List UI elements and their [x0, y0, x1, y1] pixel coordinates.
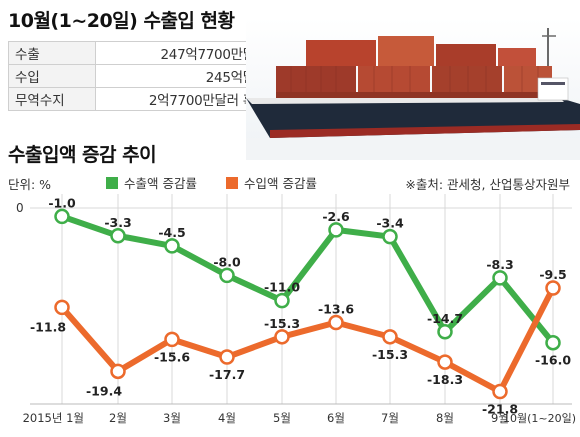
legend-swatch-import	[226, 176, 238, 189]
export-data-point	[219, 267, 235, 284]
export-data-point	[437, 324, 453, 340]
export-data-label: -4.5	[158, 225, 185, 240]
x-tick-label: 6월	[327, 411, 345, 425]
chart-title: 수출입액 증감 추이	[8, 144, 157, 166]
trade-summary-table: 수출 247억7700만달러 수입 245억달러 무역수지 2억7700만달러 …	[8, 41, 274, 111]
export-data-label: -2.6	[322, 209, 350, 224]
export-data-label: -8.0	[213, 254, 241, 269]
x-tick-label: 8월	[436, 411, 454, 425]
export-data-point	[54, 208, 70, 225]
export-data-label: -14.7	[427, 311, 463, 326]
table-row: 수출 247억7700만달러	[8, 41, 274, 65]
stat-label: 수출	[8, 41, 96, 65]
import-data-point	[492, 383, 508, 400]
x-tick-label: 9월	[491, 411, 509, 425]
import-data-point	[382, 329, 398, 345]
legend-swatch-export	[106, 176, 118, 189]
export-data-point	[110, 228, 126, 244]
source-note: ※출처: 관세청, 산업통상자원부	[405, 177, 570, 192]
import-data-point	[219, 349, 235, 365]
x-tick-label: 2015년 1월	[23, 411, 84, 425]
import-data-label: -9.5	[539, 267, 566, 282]
import-data-label: -11.8	[30, 319, 66, 334]
import-data-label: -21.8	[482, 402, 518, 417]
export-data-label: -16.0	[535, 353, 571, 368]
stat-value: 247억7700만달러	[95, 41, 274, 65]
x-tick-label: 7월	[381, 411, 399, 425]
export-data-point	[164, 238, 180, 254]
export-data-point	[274, 292, 290, 309]
x-tick-label: 4월	[218, 411, 236, 425]
import-data-point	[545, 280, 561, 296]
import-data-label: -15.3	[264, 316, 300, 331]
import-data-label: -18.3	[427, 372, 463, 387]
import-series-line	[59, 284, 556, 395]
import-data-label: -19.4	[86, 383, 122, 398]
import-data-label: -13.6	[318, 302, 354, 317]
import-data-label: -17.7	[209, 367, 245, 382]
legend-label-import: 수입액 증감률	[244, 176, 317, 191]
import-data-point	[437, 354, 453, 370]
import-data-point	[274, 329, 290, 345]
legend-label-export: 수출액 증감률	[124, 176, 197, 191]
x-tick-label: 10월(1~20일)	[503, 411, 576, 425]
unit-label: 단위: %	[8, 177, 52, 192]
stat-label: 무역수지	[8, 87, 96, 111]
container-ship-illustration	[246, 18, 580, 160]
import-data-point	[164, 331, 180, 348]
export-data-label: -11.0	[264, 280, 300, 295]
legend-import: 수입액 증감률	[226, 173, 317, 192]
table-row: 무역수지 2억7700만달러 흑자	[8, 87, 274, 111]
import-data-point	[328, 314, 344, 331]
stat-label: 수입	[8, 64, 96, 88]
export-data-point	[545, 334, 561, 351]
export-data-point	[382, 228, 398, 245]
export-data-label: -3.4	[376, 216, 404, 231]
export-series-line	[59, 213, 556, 346]
legend-export: 수출액 증감률	[106, 173, 197, 192]
export-data-label: -8.3	[486, 257, 513, 272]
export-data-point	[492, 270, 508, 286]
import-data-point	[54, 299, 70, 316]
import-data-point	[110, 363, 126, 380]
y-tick-label: 0	[16, 201, 24, 215]
export-data-label: -1.0	[48, 195, 76, 210]
table-row: 수입 245억달러	[8, 64, 274, 88]
page-title: 10월(1~20일) 수출입 현황	[8, 10, 235, 32]
x-tick-label: 5월	[273, 411, 291, 425]
import-data-label: -15.3	[372, 347, 408, 362]
import-data-label: -15.6	[154, 349, 190, 364]
export-data-point	[328, 222, 344, 238]
x-tick-label: 2월	[109, 411, 127, 425]
export-data-label: -3.3	[104, 215, 131, 230]
x-tick-label: 3월	[163, 411, 181, 425]
